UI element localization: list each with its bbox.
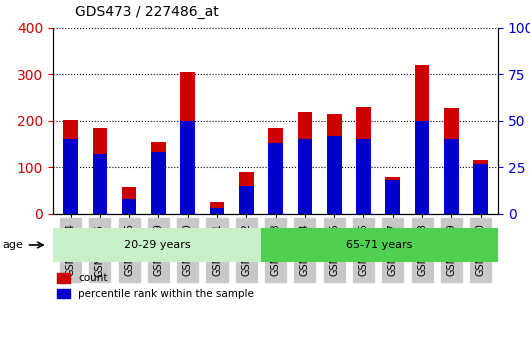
Bar xyxy=(414,121,429,214)
Bar xyxy=(414,65,429,214)
Text: 20-29 years: 20-29 years xyxy=(123,240,190,250)
Bar xyxy=(473,160,488,214)
Bar xyxy=(268,128,283,214)
Bar xyxy=(210,202,224,214)
Bar xyxy=(356,107,371,214)
Bar xyxy=(93,128,107,214)
Bar xyxy=(151,142,166,214)
Bar xyxy=(261,228,498,262)
Bar xyxy=(385,180,400,214)
Bar xyxy=(210,208,224,214)
Bar xyxy=(444,108,458,214)
Bar xyxy=(385,177,400,214)
Legend: count, percentile rank within the sample: count, percentile rank within the sample xyxy=(53,269,258,303)
Bar xyxy=(239,186,254,214)
Bar xyxy=(122,187,137,214)
Text: GDS473 / 227486_at: GDS473 / 227486_at xyxy=(75,5,219,19)
Bar xyxy=(327,136,341,214)
Bar xyxy=(473,164,488,214)
Bar xyxy=(122,199,137,214)
Bar xyxy=(93,154,107,214)
Bar xyxy=(268,143,283,214)
Bar xyxy=(180,72,195,214)
Bar xyxy=(53,228,261,262)
Bar xyxy=(327,114,341,214)
Bar xyxy=(444,139,458,214)
Bar xyxy=(239,172,254,214)
Text: age: age xyxy=(3,240,23,250)
Text: 65-71 years: 65-71 years xyxy=(346,240,413,250)
Bar xyxy=(297,112,312,214)
Bar xyxy=(63,120,78,214)
Bar xyxy=(63,139,78,214)
Bar xyxy=(151,152,166,214)
Bar xyxy=(180,121,195,214)
Bar xyxy=(356,139,371,214)
Bar xyxy=(297,139,312,214)
